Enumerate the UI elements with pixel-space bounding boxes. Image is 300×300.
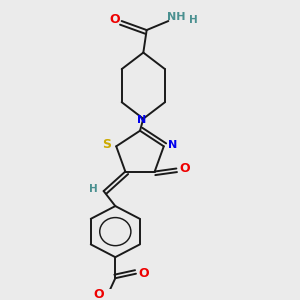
Text: O: O xyxy=(179,162,190,175)
Text: N: N xyxy=(137,115,146,125)
Text: H: H xyxy=(89,184,98,194)
Text: S: S xyxy=(102,138,111,151)
Text: O: O xyxy=(93,288,104,300)
Text: NH: NH xyxy=(167,11,186,22)
Text: H: H xyxy=(189,14,198,25)
Text: O: O xyxy=(138,267,149,280)
Text: O: O xyxy=(109,13,120,26)
Text: N: N xyxy=(169,140,178,150)
